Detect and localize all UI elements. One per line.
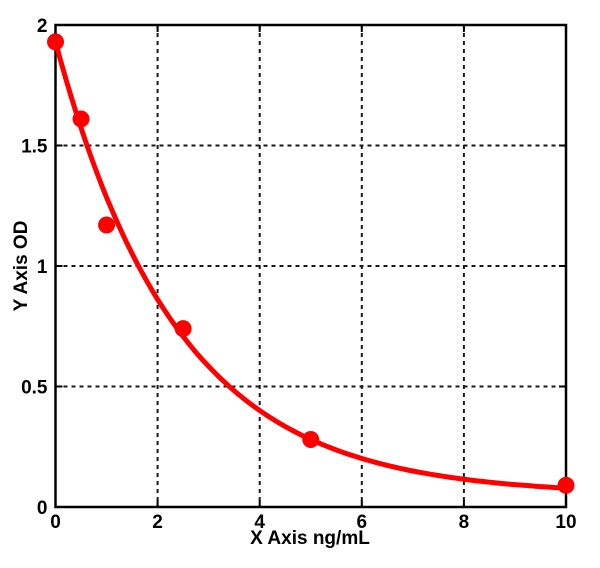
data-point-marker [98,216,116,234]
data-point-marker [174,320,192,338]
data-point-marker [302,431,320,449]
data-point-marker [72,110,90,128]
y-tick-label: 2 [37,16,48,37]
y-axis-title: Y Axis OD [11,221,32,312]
x-tick-label: 8 [459,512,470,533]
data-point-marker [47,33,64,51]
x-tick-label: 4 [254,512,265,533]
x-tick-label: 10 [555,512,576,533]
x-axis-title: X Axis ng/mL [250,528,370,549]
x-tick-label: 2 [152,512,163,533]
y-tick-label: 1 [37,257,48,278]
x-tick-label: 6 [357,512,368,533]
y-tick-label: 0 [37,498,48,519]
y-tick-label: 1.5 [21,137,48,158]
data-point-marker [557,476,575,494]
x-tick-label: 0 [50,512,61,533]
y-tick-label: 0.5 [21,378,48,399]
plot-area: 0 2 4 6 8 10 0 0.5 1 1.5 2 [21,16,576,533]
